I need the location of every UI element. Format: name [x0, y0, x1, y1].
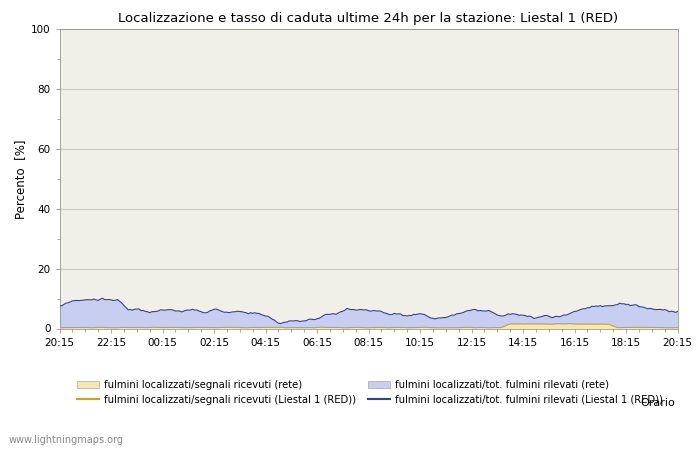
Text: www.lightningmaps.org: www.lightningmaps.org — [8, 435, 123, 445]
Title: Localizzazione e tasso di caduta ultime 24h per la stazione: Liestal 1 (RED): Localizzazione e tasso di caduta ultime … — [118, 12, 619, 25]
Y-axis label: Percento  [%]: Percento [%] — [14, 139, 27, 219]
Legend: fulmini localizzati/segnali ricevuti (rete), fulmini localizzati/segnali ricevut: fulmini localizzati/segnali ricevuti (re… — [77, 380, 663, 405]
Text: Orario: Orario — [640, 398, 676, 408]
